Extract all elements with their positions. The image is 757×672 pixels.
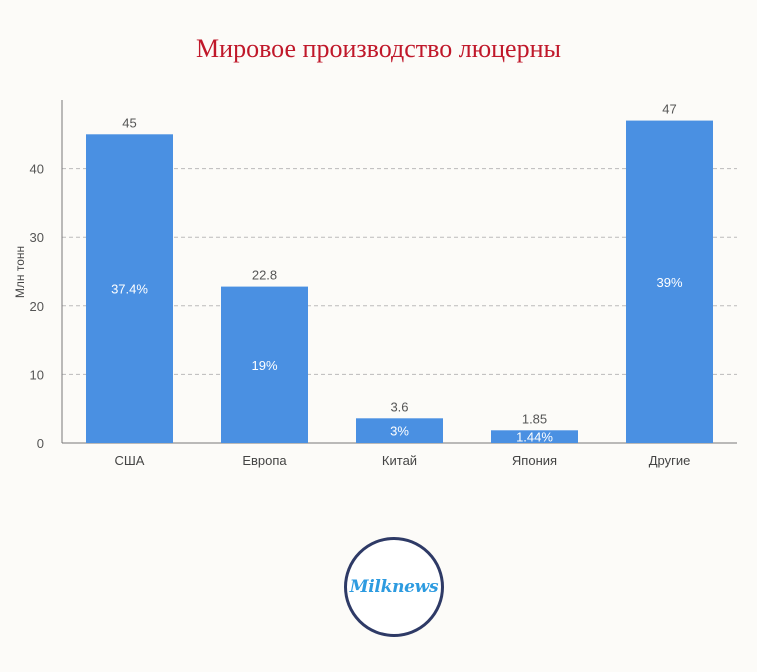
value-label: 47 [662,102,676,117]
percent-label: 1.44% [516,430,553,445]
bar [626,120,713,443]
value-label: 22.8 [252,268,277,283]
percent-label: 3% [390,424,409,439]
percent-label: 19% [251,358,277,373]
value-label: 1.85 [522,411,547,426]
chart-title: Мировое производство люцерны [196,34,561,63]
category-label: Европа [242,453,287,468]
percent-label: 39% [656,275,682,290]
bar [86,134,173,444]
y-axis-label: Млн тонн [13,246,27,298]
value-label: 45 [122,115,136,130]
bar [221,286,308,443]
milknews-logo: Milknews [344,537,444,637]
y-tick-label: 10 [30,367,44,382]
category-label: Другие [649,453,691,468]
y-tick-label: 30 [30,230,44,245]
bar [491,430,578,443]
value-label: 3.6 [390,399,408,414]
category-label: США [115,453,145,468]
y-tick-label: 40 [30,162,44,177]
category-label: Япония [512,453,557,468]
y-tick-label: 0 [37,436,44,451]
logo-text: Milknews [349,577,439,597]
percent-label: 37.4% [111,282,148,297]
category-label: Китай [382,453,417,468]
y-tick-label: 20 [30,299,44,314]
bar [356,418,443,443]
